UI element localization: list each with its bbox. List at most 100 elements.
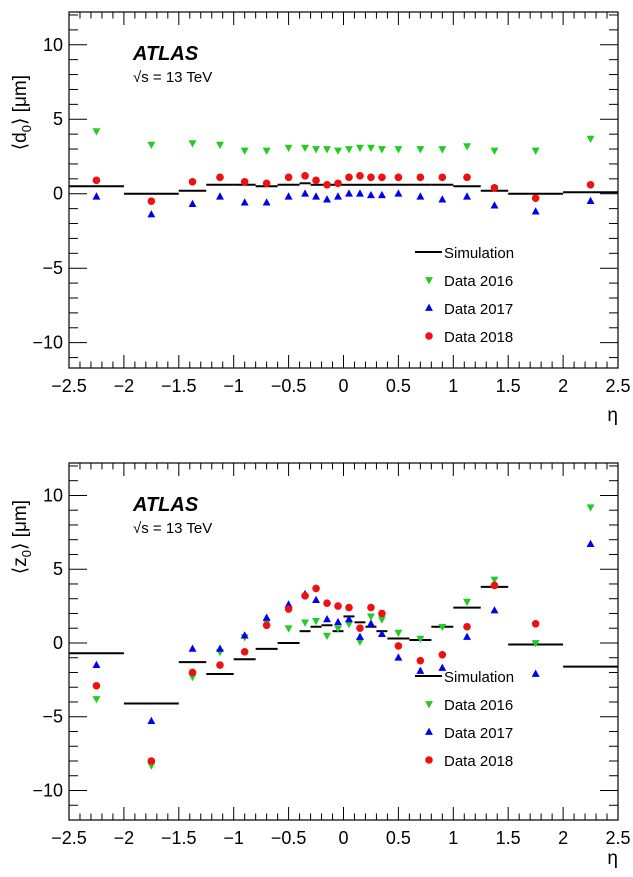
y-tick-label: 10 <box>43 485 63 505</box>
y-tick-label: −10 <box>32 333 63 353</box>
data-point <box>147 716 156 725</box>
data-point <box>301 144 310 152</box>
data-point <box>323 632 331 640</box>
data-point <box>92 176 101 185</box>
data-point <box>345 189 353 197</box>
x-tick-label: 2.5 <box>605 376 630 396</box>
x-tick-label: 0 <box>338 828 348 848</box>
legend-marker <box>425 701 433 709</box>
data-point <box>416 192 425 200</box>
legend: Simulation Data 2016 Data 2017 Data 2018 <box>415 245 514 346</box>
data-point <box>490 606 499 614</box>
data-point <box>438 195 447 203</box>
legend-entry: Data 2018 <box>444 329 513 346</box>
y-tick-label: 5 <box>53 559 63 579</box>
x-tick-label: −0.5 <box>271 376 307 396</box>
x-tick-label: 2.5 <box>605 828 630 848</box>
data-point <box>366 144 375 152</box>
data-point <box>586 504 595 512</box>
data-point <box>334 617 342 626</box>
data-point <box>188 178 197 186</box>
data-point <box>312 617 321 626</box>
data-point <box>378 173 386 182</box>
data-point <box>147 210 156 218</box>
y-axis: −10 −5 0 5 10 <box>32 14 618 359</box>
data-point <box>490 581 499 590</box>
x-tick-label: 1.5 <box>496 828 521 848</box>
data-point <box>240 198 249 206</box>
data-point <box>394 189 403 197</box>
data-point <box>188 199 197 208</box>
x-tick-label: −1 <box>223 376 244 396</box>
legend-marker <box>425 727 433 735</box>
data-point <box>240 648 249 656</box>
data-point <box>394 173 403 182</box>
data-point <box>356 189 364 197</box>
x-tick-label: 0.5 <box>386 828 411 848</box>
data-point <box>240 147 249 155</box>
data-point <box>323 180 331 189</box>
data-point <box>262 198 271 206</box>
data-point <box>284 173 293 182</box>
data-point <box>188 644 197 652</box>
y-tick-label: −5 <box>42 707 63 727</box>
data-point <box>367 603 375 612</box>
data-point <box>438 173 447 182</box>
legend-entry: Simulation <box>444 245 514 262</box>
data-point <box>312 595 321 604</box>
data-point <box>438 623 447 632</box>
x-tick-label: −2.5 <box>51 828 87 848</box>
data-point <box>416 635 425 643</box>
data-point <box>531 194 540 202</box>
energy-label: √s = 13 TeV <box>133 69 212 86</box>
x-axis-label: η <box>607 405 618 426</box>
data-point <box>394 653 403 661</box>
data-point <box>463 622 471 631</box>
data-point <box>356 638 364 646</box>
x-axis: −2.5 −2 −1.5 −1 −0.5 0 0.5 1 1.5 2 2.5 <box>51 12 631 396</box>
data-point <box>301 619 310 627</box>
data-point <box>92 681 101 690</box>
legend-entry: Data 2016 <box>444 697 513 714</box>
data-point <box>312 176 320 185</box>
data-point <box>334 192 342 200</box>
data-point <box>490 201 499 209</box>
data-point <box>416 666 425 674</box>
data-point <box>531 147 540 155</box>
data-point <box>216 141 224 149</box>
y-tick-label: 0 <box>53 633 63 653</box>
x-tick-label: 0.5 <box>386 376 411 396</box>
energy-label: √s = 13 TeV <box>133 520 212 537</box>
atlas-label: ATLAS <box>132 494 199 516</box>
data-point <box>490 576 499 584</box>
y-axis-label-tail: ⟩ [μm] <box>10 500 31 550</box>
data-point <box>366 190 375 199</box>
data-point <box>377 146 386 154</box>
data-point <box>147 141 156 149</box>
y-axis: −10 −5 0 5 10 <box>32 465 618 821</box>
simulation-series <box>69 182 618 195</box>
data-point <box>334 147 342 155</box>
x-tick-label: 0 <box>338 376 348 396</box>
legend-entry: Simulation <box>444 669 514 686</box>
x-tick-label: −1.5 <box>161 376 197 396</box>
y-tick-label: −5 <box>42 258 63 278</box>
data-point <box>216 661 224 669</box>
data-point <box>531 619 540 628</box>
data-point <box>284 625 293 633</box>
data-point <box>240 178 249 186</box>
data-point <box>394 629 403 638</box>
y-axis-label: ⟨d0⟩ [μm] <box>10 75 34 150</box>
data-point <box>490 147 499 155</box>
data-point <box>312 192 321 200</box>
y-tick-label: 10 <box>43 35 63 55</box>
data-point <box>377 616 386 624</box>
data-point <box>188 674 197 682</box>
legend-marker <box>425 332 433 340</box>
y-axis-label-sub: 0 <box>19 125 34 132</box>
data-point <box>301 189 310 197</box>
d0-chart: −2.5 −2 −1.5 −1 −0.5 0 0.5 1 1.5 2 2.5 −10 −5 0 5 10 η ⟨d… <box>10 11 631 426</box>
y-tick-label: 0 <box>53 184 63 204</box>
data-point <box>323 195 331 203</box>
data-point <box>92 128 101 136</box>
